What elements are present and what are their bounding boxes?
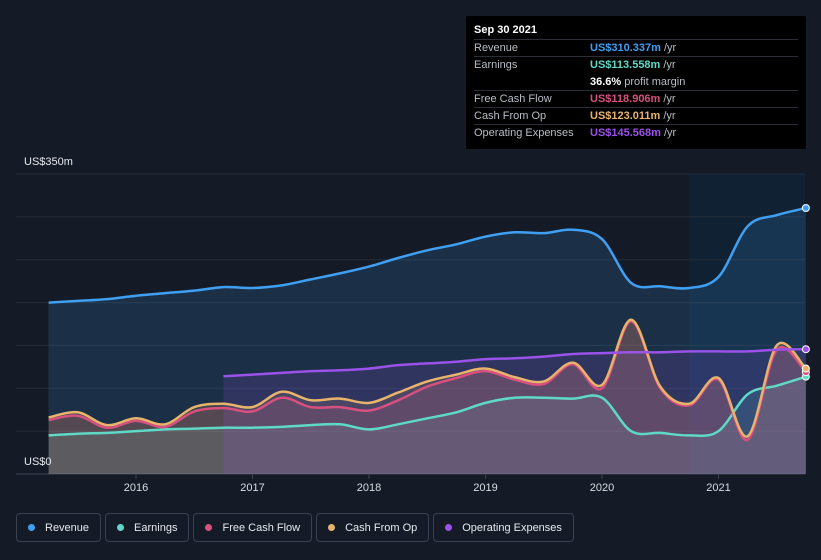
legend-label: Cash From Op <box>345 521 418 534</box>
tooltip-key: Earnings <box>474 59 518 71</box>
x-tick-label: 2018 <box>357 482 381 494</box>
legend: Revenue Earnings Free Cash Flow Cash From O… <box>16 513 574 542</box>
legend-dot-icon <box>445 524 453 531</box>
legend-item-earnings[interactable]: Earnings <box>105 513 190 542</box>
free-cash-flow-area <box>48 321 806 474</box>
tooltip-unit: /yr <box>663 110 676 122</box>
legend-item-revenue[interactable]: Revenue <box>16 513 102 542</box>
tooltip-row: 36.6% profit margin <box>474 73 798 90</box>
tooltip-date: Sep 30 2021 <box>474 24 537 36</box>
legend-label: Earnings <box>134 521 178 534</box>
tooltip-unit: /yr <box>663 42 677 54</box>
tooltip-row: Free Cash Flow US$118.906m/yr <box>474 90 798 107</box>
legend-item-free-cash-flow[interactable]: Free Cash Flow <box>193 513 313 542</box>
y-axis-bottom-label: US$0 <box>24 456 52 468</box>
legend-label: Free Cash Flow <box>222 521 301 534</box>
operating-expenses-area <box>223 349 806 474</box>
x-tick-label: 2019 <box>473 482 497 494</box>
legend-item-cash-from-op[interactable]: Cash From Op <box>316 513 430 542</box>
earnings-area <box>48 376 806 474</box>
tooltip-value: US$310.337m <box>590 42 661 54</box>
data-tooltip: Sep 30 2021 Revenue US$310.337m/yr Earning… <box>466 16 806 149</box>
revenue-end-point <box>801 203 810 212</box>
legend-dot-icon <box>205 524 213 531</box>
tooltip-row: Earnings US$113.558m/yr <box>474 56 798 73</box>
series-areas <box>48 208 806 474</box>
x-tick-label: 2021 <box>706 482 730 494</box>
cash-from-op-end-point <box>801 364 810 373</box>
series-lines <box>48 206 807 441</box>
tooltip-key: Free Cash Flow <box>474 93 552 105</box>
operating-expenses-line <box>223 347 806 378</box>
tooltip-unit: /yr <box>663 59 676 71</box>
revenue-line <box>48 206 807 304</box>
tooltip-unit: profit margin <box>624 75 686 88</box>
legend-dot-icon <box>328 524 336 531</box>
legend-label: Operating Expenses <box>462 521 562 534</box>
free-cash-flow-line <box>48 320 807 441</box>
tooltip-row: Cash From Op US$123.011m/yr <box>474 107 798 124</box>
tooltip-unit: /yr <box>663 127 677 139</box>
tooltip-value: US$118.906m <box>590 93 661 105</box>
x-axis-ticks: 2016 2017 2018 2019 2020 2021 <box>124 474 731 494</box>
tooltip-unit: /yr <box>663 93 676 105</box>
forecast-region <box>689 174 805 474</box>
y-axis-top-label: US$350m <box>24 156 73 168</box>
tooltip-key: Cash From Op <box>474 110 547 122</box>
x-tick-label: 2016 <box>124 482 148 494</box>
x-tick-label: 2017 <box>240 482 264 494</box>
tooltip-value: US$145.568m <box>590 127 661 139</box>
x-tick-label: 2020 <box>590 482 614 494</box>
tooltip-value: US$113.558m <box>590 59 661 71</box>
tooltip-value: US$123.011m <box>590 110 661 122</box>
cash-from-op-area <box>48 319 806 474</box>
legend-dot-icon <box>117 524 125 531</box>
series-end-dots <box>801 203 810 381</box>
tooltip-key: Operating Expenses <box>474 127 574 139</box>
legend-label: Revenue <box>45 521 90 534</box>
legend-dot-icon <box>28 524 35 531</box>
tooltip-row: Revenue US$310.337m/yr <box>474 39 798 56</box>
earnings-line <box>48 375 807 437</box>
tooltip-key: Revenue <box>474 42 519 54</box>
legend-item-operating-expenses[interactable]: Operating Expenses <box>433 513 574 542</box>
tooltip-row: Operating Expenses US$145.568m/yr <box>474 124 798 141</box>
cash-from-op-line <box>48 318 807 438</box>
tooltip-value: 36.6% <box>590 75 622 88</box>
operating-expenses-end-point <box>801 345 810 354</box>
revenue-area <box>48 208 806 474</box>
